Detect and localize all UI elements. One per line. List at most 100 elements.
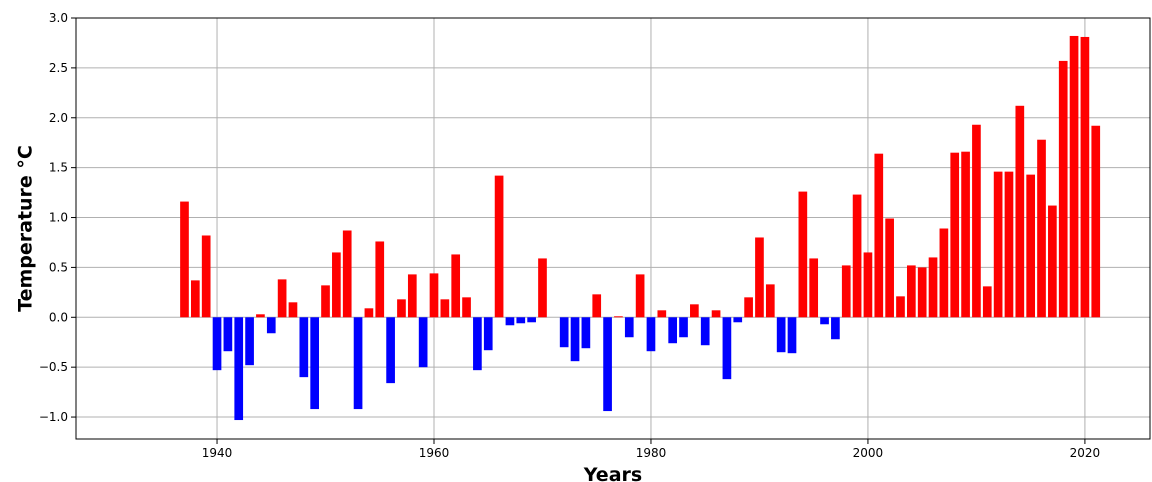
bar [353,317,363,410]
bar [906,265,916,318]
bar [397,299,406,318]
bar [407,274,417,318]
bar [288,302,298,318]
bar [473,317,482,371]
bar [690,304,699,318]
bar [440,299,450,318]
bar [570,317,580,362]
bar [1058,60,1068,318]
bar [928,257,938,318]
bar [1091,125,1101,318]
x-tick-label: 2000 [853,446,884,460]
bar [820,317,829,325]
bar [885,218,894,318]
y-tick-label: 1.5 [49,161,68,175]
bar [700,317,710,346]
bar [624,317,634,338]
bar [863,252,873,318]
bar [787,317,797,354]
bar [668,317,678,344]
bar [841,265,851,318]
bar [212,317,222,371]
bar [1080,36,1090,318]
bar [961,151,970,318]
x-tick-label: 1960 [419,446,450,460]
bar [256,314,265,318]
y-tick-label: 0.5 [49,260,68,274]
bar [1048,205,1057,318]
bar [874,153,884,318]
x-axis-title: Years [583,464,642,482]
bar [245,317,254,366]
bar [342,230,352,318]
bar [852,194,862,318]
bar [581,317,591,349]
x-tick-label: 2020 [1070,446,1101,460]
y-axis-title: Temperature °C [15,145,37,312]
bar [266,317,276,334]
y-axis-ticks: −1.0 −0.5 0.0 0.5 1.0 1.5 2.0 2.5 3.0 [39,11,76,424]
bar [180,201,189,318]
y-tick-label: −0.5 [39,360,68,374]
bar [418,317,428,368]
bar [516,317,526,324]
bar [559,317,569,348]
bar [765,284,775,318]
bar [972,124,981,318]
plot-frame [75,17,1151,440]
bar [744,297,753,318]
bar [679,317,688,338]
bar [277,279,287,318]
bar [896,296,905,318]
bar [809,258,819,318]
bar [505,317,515,326]
bar [657,310,667,318]
bars [180,35,1101,421]
bar [1026,174,1036,318]
bar [332,252,341,318]
bar [321,285,330,318]
bar [299,317,309,378]
bar [462,297,471,318]
bar [527,317,536,323]
bar [755,237,764,318]
bar [646,317,656,352]
y-tick-label: 1.0 [49,211,68,225]
bar [234,317,244,421]
bar [386,317,395,384]
x-tick-label: 1940 [202,446,233,460]
bar [201,235,211,318]
bar [711,310,721,318]
y-tick-label: 2.5 [49,61,68,75]
bar [950,152,960,318]
bar [614,316,623,318]
bar [917,267,927,318]
bar [429,273,439,318]
bar [190,280,200,318]
bar [1037,139,1046,318]
bar [982,286,992,318]
bar [733,317,743,323]
bar [1015,105,1025,318]
bar [223,317,233,352]
bar [364,308,374,318]
bar [451,254,461,318]
bar [494,175,504,318]
bar [310,317,320,410]
y-tick-label: −1.0 [39,410,68,424]
bar [722,317,732,380]
y-tick-label: 0.0 [49,310,68,324]
bar [776,317,786,353]
bar [831,317,840,340]
x-axis-ticks: 1940 1960 1980 2000 2020 [202,439,1100,460]
bar [603,317,612,412]
y-tick-label: 3.0 [49,11,68,25]
bar [1069,35,1079,318]
x-tick-label: 1980 [636,446,667,460]
bar [483,317,493,351]
bar [1004,171,1014,318]
bar [798,191,808,318]
bar [993,171,1003,318]
bar [538,258,547,318]
bar [939,228,949,318]
